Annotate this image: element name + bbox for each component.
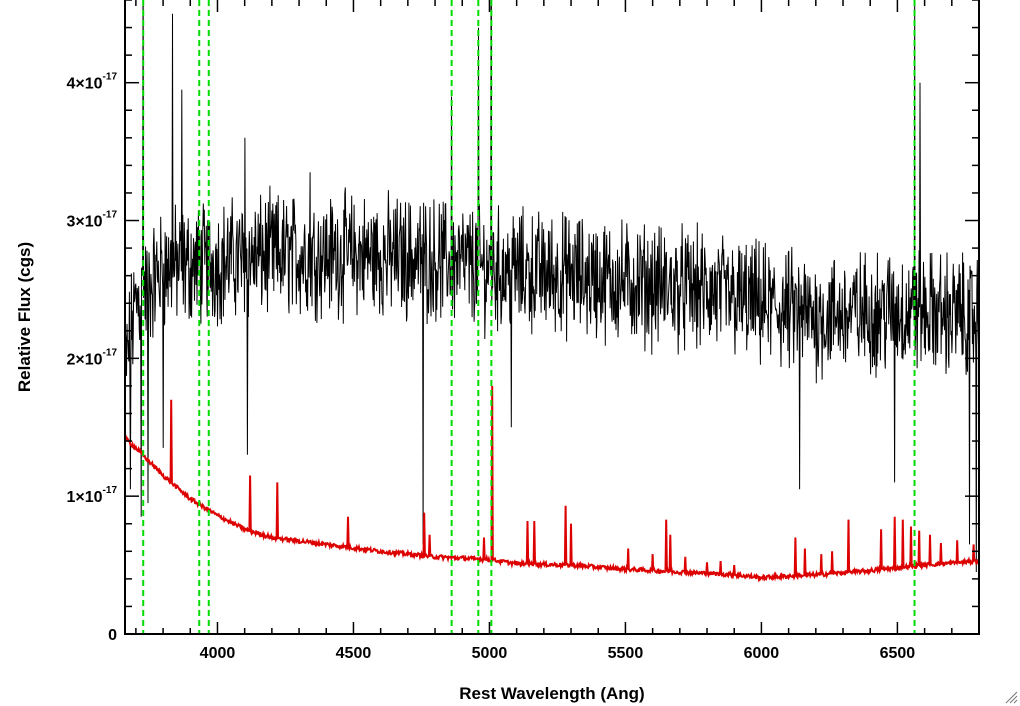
resize-grip-icon[interactable] <box>1005 691 1018 704</box>
x-tick-label: 4500 <box>336 645 372 662</box>
x-tick-label: 5500 <box>608 645 644 662</box>
model-spectrum-line <box>125 385 979 583</box>
y-tick-label: 4×10-17 <box>67 72 118 93</box>
x-axis-label: Rest Wavelength (Ang) <box>459 684 644 703</box>
x-tick-label: 4000 <box>200 645 236 662</box>
x-tick-label: 5000 <box>472 645 508 662</box>
plot-frame <box>124 0 980 635</box>
y-axis-label: Relative Flux (cgs) <box>15 242 34 392</box>
data-layer <box>125 0 979 634</box>
tick-labels: 4000 4500 5000 5500 6000 6500 0 1×10-17 2×10-17 3… <box>67 72 916 662</box>
y-tick-label: 3×10-17 <box>67 210 118 231</box>
y-tick-label: 1×10-17 <box>67 485 118 506</box>
y-tick-label: 0 <box>108 627 117 644</box>
y-tick-label: 2×10-17 <box>67 347 118 368</box>
x-tick-label: 6500 <box>880 645 916 662</box>
observed-spectrum-line <box>125 0 979 573</box>
x-tick-label: 6000 <box>744 645 780 662</box>
axis-ticks <box>125 0 980 635</box>
